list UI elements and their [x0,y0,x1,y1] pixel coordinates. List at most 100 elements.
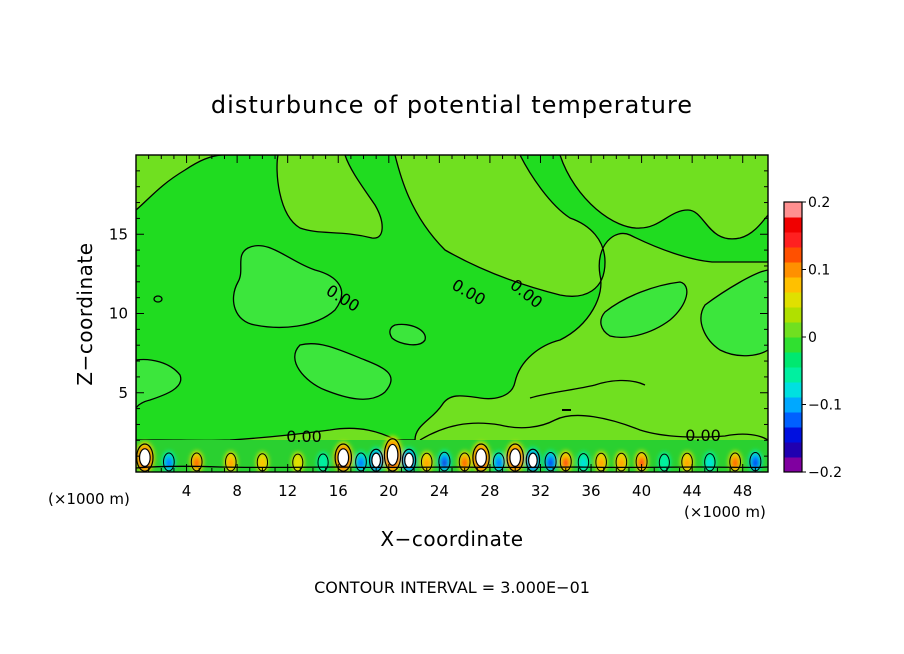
data-blob-contour [492,452,505,472]
positive-region [136,155,768,442]
colorbar-segment [784,247,802,263]
contour-label: 0.00 [685,426,721,445]
contour-line [562,409,571,411]
data-blob [259,458,266,469]
y-axis: 5 10 15 [109,154,768,473]
data-blob [619,459,624,468]
contour-line [153,295,163,303]
data-blob-contour [704,453,716,472]
data-blob [496,459,502,468]
data-blob [319,458,327,469]
data-blob-contour [729,452,742,472]
colorbar-segment [784,217,802,233]
x-tick-label: 12 [278,482,297,500]
colorbar-segment [784,277,802,293]
colorbar-segment [784,307,802,323]
x-tick-label: 32 [531,482,550,500]
data-blob-peak [475,448,487,468]
x-tick-label: 20 [379,482,398,500]
data-blob-contour [544,451,557,472]
contour-interval-note: CONTOUR INTERVAL = 3.000E−01 [314,578,590,597]
data-blob [580,457,587,469]
data-blob-peak [528,452,538,469]
x-axis-label: X−coordinate [380,527,523,551]
data-blob [548,460,553,467]
x-tick-label: 4 [182,482,192,500]
colorbar-segment [784,337,802,353]
contour-line [419,414,768,441]
contour-line [529,379,646,399]
data-blob-contour [292,453,304,472]
colorbar-segment [784,382,802,398]
colorbar-segment [784,457,802,473]
data-blob-contour [595,452,607,472]
colorbar-segment [784,442,802,458]
data-blob-peak [404,452,414,469]
x-axis: 4 8 12 16 20 24 28 32 36 40 44 48 [135,155,769,500]
data-blob [684,459,690,468]
negative-region [136,358,182,410]
data-blob-contour [472,443,490,472]
negative-region [294,343,392,400]
chart-title: disturbunce of potential temperature [211,91,693,119]
data-blob-contour [190,452,203,472]
data-blob-contour [383,438,402,472]
colorbar-segment [784,367,802,383]
colorbar-tick-label: 0.1 [808,263,830,279]
data-blob [658,452,671,472]
negative-region [232,245,343,329]
colorbar-segment [784,397,802,413]
colorbar-segment [784,412,802,428]
y-tick-label: 10 [109,305,128,323]
colorbar-tick-label: 0 [808,330,817,346]
data-blob-peak [371,452,382,469]
data-blob [442,460,447,467]
colorbar-segment [784,202,802,218]
data-blob-contour [615,452,628,472]
data-blob-peak [509,448,522,468]
data-blob-contour [334,443,353,472]
colorbar-tick-label: −0.1 [808,398,842,414]
x-tick-label: 28 [480,482,499,500]
data-blob [753,460,758,467]
colorbar-segment [784,427,802,443]
x-unit-label-left: (×1000 m) [48,490,130,508]
contour-line [136,465,768,469]
x-tick-label: 48 [733,482,752,500]
data-blob [706,457,714,469]
data-blob [291,452,305,472]
data-blob [194,459,199,468]
data-blob [598,459,604,468]
colorbar-segment [784,352,802,368]
data-blob-peak [386,443,399,466]
x-tick-label: 44 [683,482,702,500]
y-axis-label: Z−coordinate [73,242,97,385]
data-blob-contour [355,452,367,472]
negative-region [389,323,426,346]
colorbar-tick-label: 0.2 [808,195,830,211]
data-blob-peak [337,448,350,468]
x-tick-label: 36 [581,482,600,500]
data-blob [564,460,568,467]
colorbar: 0.2 0.1 0 −0.1 −0.2 [783,195,842,481]
x-tick-label: 8 [232,482,242,500]
negative-region [600,281,688,338]
data-blob [358,459,364,468]
colorbar-segment [784,322,802,338]
colorbar-segment [784,262,802,278]
data-blob-contour [317,453,329,472]
contour-label: 0.00 [286,427,322,446]
y-tick-label: 15 [109,225,128,243]
x-unit-label-right: (×1000 m) [684,503,766,521]
data-blob [732,459,738,468]
data-blob [639,460,644,467]
x-tick-label: 16 [329,482,348,500]
data-blob [228,459,233,468]
colorbar-tick-label: −0.2 [808,465,842,481]
x-tick-label: 24 [430,482,449,500]
colorbar-segment [784,232,802,248]
data-blob-contour [658,453,670,472]
negative-region [700,269,768,357]
data-blob-peak [138,448,151,468]
